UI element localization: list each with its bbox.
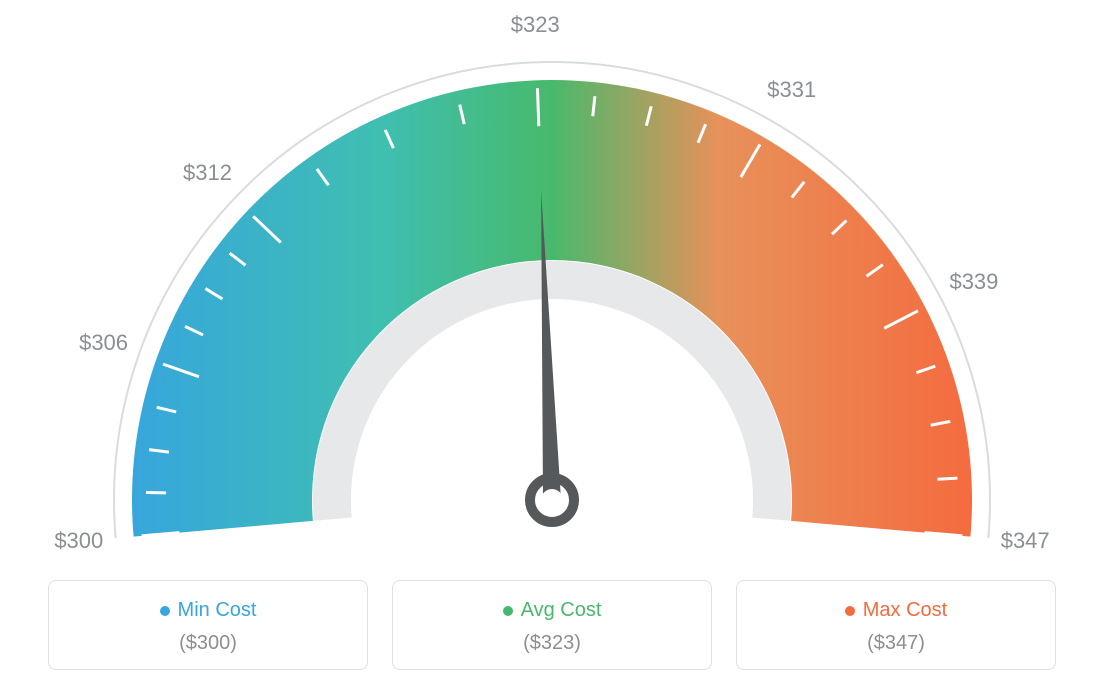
gauge-tick-label: $339 [949, 269, 998, 295]
avg-cost-title: Avg Cost [503, 599, 602, 622]
gauge-tick-label: $331 [767, 77, 816, 103]
gauge-chart-container: $300 $306 $312 $323 $331 $339 $347 Min Cost ($… [0, 0, 1104, 690]
min-cost-label: Min Cost [178, 599, 257, 622]
gauge-tick-label: $312 [183, 160, 232, 186]
max-cost-title: Max Cost [845, 599, 947, 622]
min-cost-value: ($300) [59, 632, 357, 655]
gauge-tick-label: $306 [79, 330, 128, 356]
avg-dot-icon [503, 606, 513, 616]
avg-cost-card: Avg Cost ($323) [392, 580, 712, 670]
gauge-tick-label: $323 [511, 12, 560, 38]
legend-cards: Min Cost ($300) Avg Cost ($323) Max Cost… [48, 580, 1056, 670]
avg-cost-label: Avg Cost [521, 599, 602, 622]
avg-cost-value: ($323) [403, 632, 701, 655]
gauge-svg [0, 0, 1104, 560]
max-dot-icon [845, 606, 855, 616]
min-dot-icon [160, 606, 170, 616]
min-cost-title: Min Cost [160, 599, 257, 622]
max-cost-card: Max Cost ($347) [736, 580, 1056, 670]
min-cost-card: Min Cost ($300) [48, 580, 368, 670]
gauge-tick-label: $300 [54, 528, 103, 554]
gauge-area: $300 $306 $312 $323 $331 $339 $347 [0, 0, 1104, 560]
gauge-tick-label: $347 [1001, 528, 1050, 554]
max-cost-value: ($347) [747, 632, 1045, 655]
max-cost-label: Max Cost [863, 599, 947, 622]
